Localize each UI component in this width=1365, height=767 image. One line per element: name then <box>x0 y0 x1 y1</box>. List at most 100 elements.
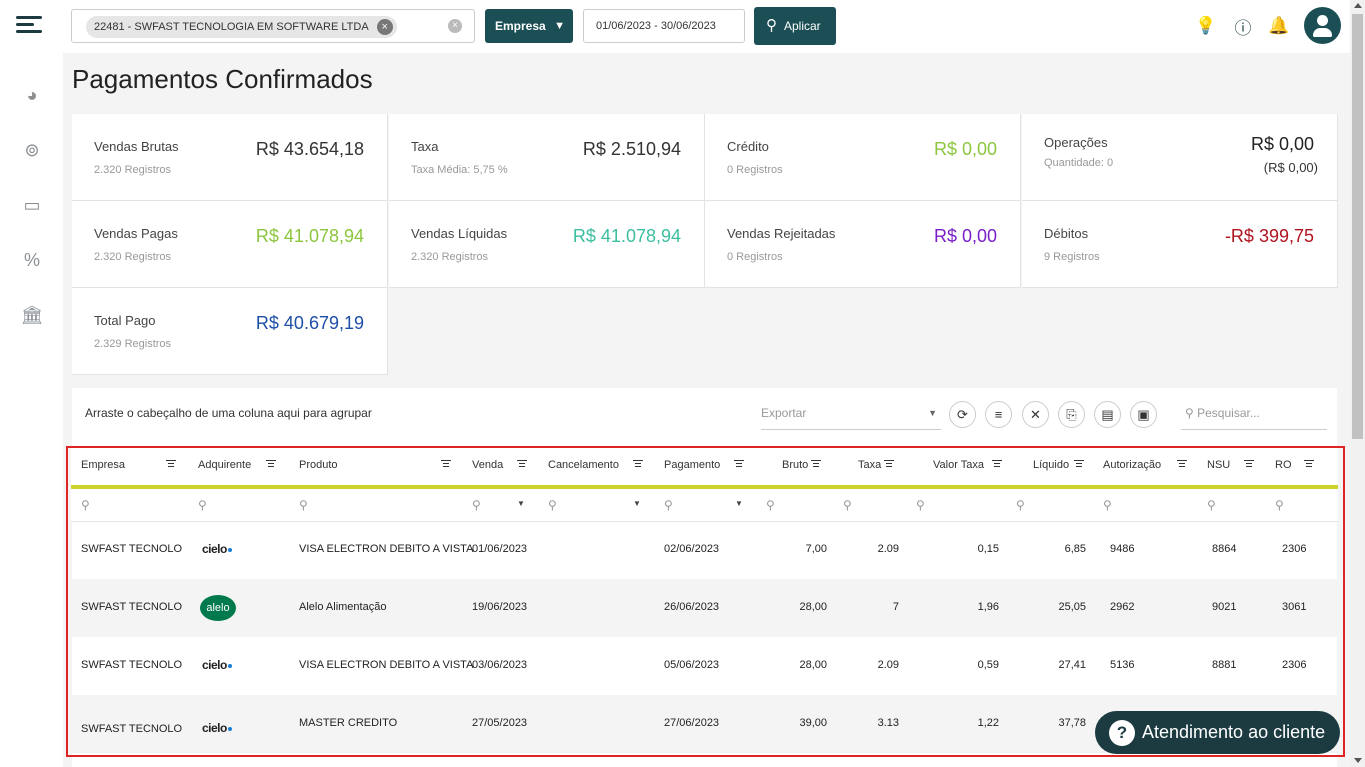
table-cell-nsu: 8881 <box>1212 659 1237 671</box>
chevron-down-icon[interactable]: ▼ <box>633 499 641 508</box>
cielo-logo: cielo <box>202 542 232 556</box>
filter-search-icon[interactable]: ⚲ <box>81 498 90 512</box>
column-header[interactable]: Cancelamento <box>548 459 619 471</box>
percent-icon[interactable]: % <box>23 249 40 270</box>
summary-card: Operações Quantidade: 0 R$ 0,00 (R$ 0,00) <box>1022 114 1338 201</box>
table-cell-ro: 3061 <box>1282 601 1307 613</box>
grid-search-input[interactable]: ⚲ Pesquisar... <box>1181 400 1327 430</box>
card-sub: 2.320 Registros <box>94 164 172 176</box>
card-label: Taxa <box>411 139 439 154</box>
table-cell-valor-taxa: 1,22 <box>977 717 999 729</box>
table-cell-liquido: 27,41 <box>1058 659 1086 671</box>
filter-search-icon[interactable]: ⚲ <box>198 498 207 512</box>
export-file-icon[interactable]: ⎘ <box>1058 401 1085 428</box>
column-header[interactable]: Pagamento <box>664 459 721 471</box>
column-header[interactable]: Bruto <box>782 459 809 471</box>
columns-icon[interactable]: ≡ <box>985 401 1012 428</box>
filter-search-icon[interactable]: ⚲ <box>843 498 852 512</box>
column-header[interactable]: Líquido <box>1033 459 1070 471</box>
summary-card: Vendas Brutas 2.320 Registros R$ 43.654,18 <box>72 114 388 201</box>
filter-search-icon[interactable]: ⚲ <box>1103 498 1112 512</box>
filter-search-icon[interactable]: ⚲ <box>299 498 308 512</box>
customer-support-button[interactable]: ? Atendimento ao cliente <box>1095 711 1340 754</box>
filter-search-icon[interactable]: ⚲ <box>472 498 481 512</box>
table-cell-taxa: 3.13 <box>877 717 899 729</box>
refresh-icon[interactable]: ⟳ <box>949 401 976 428</box>
table-cell-produto: MASTER CREDITO <box>299 717 398 729</box>
column-header[interactable]: Venda <box>472 459 504 471</box>
chevron-down-icon[interactable]: ▼ <box>517 499 525 508</box>
menu-logo-icon[interactable] <box>16 16 44 37</box>
bank-icon[interactable]: 🏛 <box>20 304 44 325</box>
table-cell-bruto: 28,00 <box>799 659 827 671</box>
chevron-down-icon: ▼ <box>928 408 937 418</box>
clear-filter-icon[interactable]: ✕ <box>1022 401 1049 428</box>
card-value: R$ 0,00 <box>1250 134 1314 154</box>
table-cell-pagamento: 05/06/2023 <box>664 659 720 671</box>
export-select[interactable]: Exportar ▼ <box>761 400 941 430</box>
filter-search-icon[interactable]: ⚲ <box>548 498 557 512</box>
excel-icon[interactable]: ▣ <box>1130 401 1157 428</box>
summary-card: Total Pago 2.329 Registros R$ 40.679,19 <box>72 288 388 375</box>
chip-remove-icon[interactable]: × <box>376 19 393 35</box>
date-range-input[interactable]: 01/06/2023 - 30/06/2023 <box>583 9 745 43</box>
column-header[interactable]: Empresa <box>81 459 126 471</box>
apply-button[interactable]: ⚲ Aplicar <box>754 7 836 45</box>
table-cell-pagamento: 26/06/2023 <box>664 601 720 613</box>
company-select[interactable]: 22481 - SWFAST TECNOLOGIA EM SOFTWARE LT… <box>71 9 475 43</box>
column-header[interactable]: NSU <box>1207 459 1231 471</box>
card-value: -R$ 399,75 <box>1224 226 1314 246</box>
column-header[interactable]: Valor Taxa <box>933 459 984 471</box>
card-label: Vendas Rejeitadas <box>727 226 836 241</box>
filter-row: ⚲ ⚲ ⚲ ⚲ ▼ ⚲ ▼ ⚲ ▼ ⚲ ⚲ ⚲ ⚲ ⚲ ⚲ ⚲ <box>71 489 1338 522</box>
column-header[interactable]: Autorização <box>1103 459 1162 471</box>
filter-search-icon[interactable]: ⚲ <box>1016 498 1025 512</box>
empresa-label: Empresa <box>495 19 546 33</box>
card-icon[interactable]: ▭ <box>23 194 41 215</box>
pie-chart-icon[interactable]: ◕ <box>26 84 38 105</box>
empresa-dropdown[interactable]: Empresa ▼ <box>485 9 573 43</box>
card-value: R$ 0,00 <box>933 139 997 159</box>
filter-search-icon[interactable]: ⚲ <box>664 498 673 512</box>
table-row[interactable]: SWFAST TECNOLO VISA ELECTRON DEBITO A VIS… <box>71 637 1338 695</box>
filter-search-icon[interactable]: ⚲ <box>1275 498 1284 512</box>
card-label: Operações <box>1044 135 1108 150</box>
lightbulb-icon[interactable]: 💡 <box>1195 16 1217 35</box>
column-header[interactable]: Produto <box>299 459 338 471</box>
column-header[interactable]: Taxa <box>858 459 882 471</box>
chevron-down-icon[interactable]: ▼ <box>735 499 743 508</box>
clear-icon[interactable]: × <box>448 19 462 33</box>
cielo-logo: cielo <box>202 721 232 735</box>
card-sub: 0 Registros <box>727 164 783 176</box>
scroll-up-icon[interactable] <box>1354 3 1362 8</box>
column-header[interactable]: Adquirente <box>198 459 252 471</box>
avatar[interactable] <box>1304 7 1341 44</box>
card-sub: 2.329 Registros <box>94 338 172 350</box>
column-header[interactable]: RO <box>1275 459 1292 471</box>
table-row[interactable]: SWFAST TECNOLO Alelo Alimentação 19/06/202… <box>71 579 1338 637</box>
card-sub: 2.320 Registros <box>411 251 489 263</box>
chevron-down-icon: ▼ <box>554 20 565 32</box>
scroll-thumb[interactable] <box>1352 14 1363 439</box>
bell-icon[interactable]: 🔔 <box>1268 16 1290 35</box>
page-title: Pagamentos Confirmados <box>72 64 373 94</box>
filter-search-icon[interactable]: ⚲ <box>916 498 925 512</box>
table-cell-autorizacao: 5136 <box>1110 659 1135 671</box>
scroll-down-icon[interactable] <box>1354 758 1362 763</box>
card-label: Crédito <box>727 139 769 154</box>
company-chip: 22481 - SWFAST TECNOLOGIA EM SOFTWARE LT… <box>86 16 397 38</box>
filter-search-icon[interactable]: ⚲ <box>766 498 775 512</box>
table-cell-bruto: 39,00 <box>799 717 827 729</box>
help-icon[interactable]: ⓘ <box>1234 18 1252 38</box>
export-placeholder: Exportar <box>761 406 807 420</box>
summary-card: Vendas Rejeitadas 0 Registros R$ 0,00 <box>705 201 1021 288</box>
search-money-icon[interactable]: ⊚ <box>24 139 40 160</box>
scrollbar[interactable] <box>1350 0 1365 767</box>
filter-search-icon[interactable]: ⚲ <box>1207 498 1216 512</box>
table-row[interactable]: SWFAST TECNOLO VISA ELECTRON DEBITO A VIS… <box>71 521 1338 579</box>
table-cell-venda: 03/06/2023 <box>472 659 528 671</box>
company-chip-label: 22481 - SWFAST TECNOLOGIA EM SOFTWARE LT… <box>94 21 369 33</box>
card-label: Vendas Líquidas <box>411 226 508 241</box>
table-cell-liquido: 6,85 <box>1064 543 1086 555</box>
pdf-icon[interactable]: ▤ <box>1094 401 1121 428</box>
